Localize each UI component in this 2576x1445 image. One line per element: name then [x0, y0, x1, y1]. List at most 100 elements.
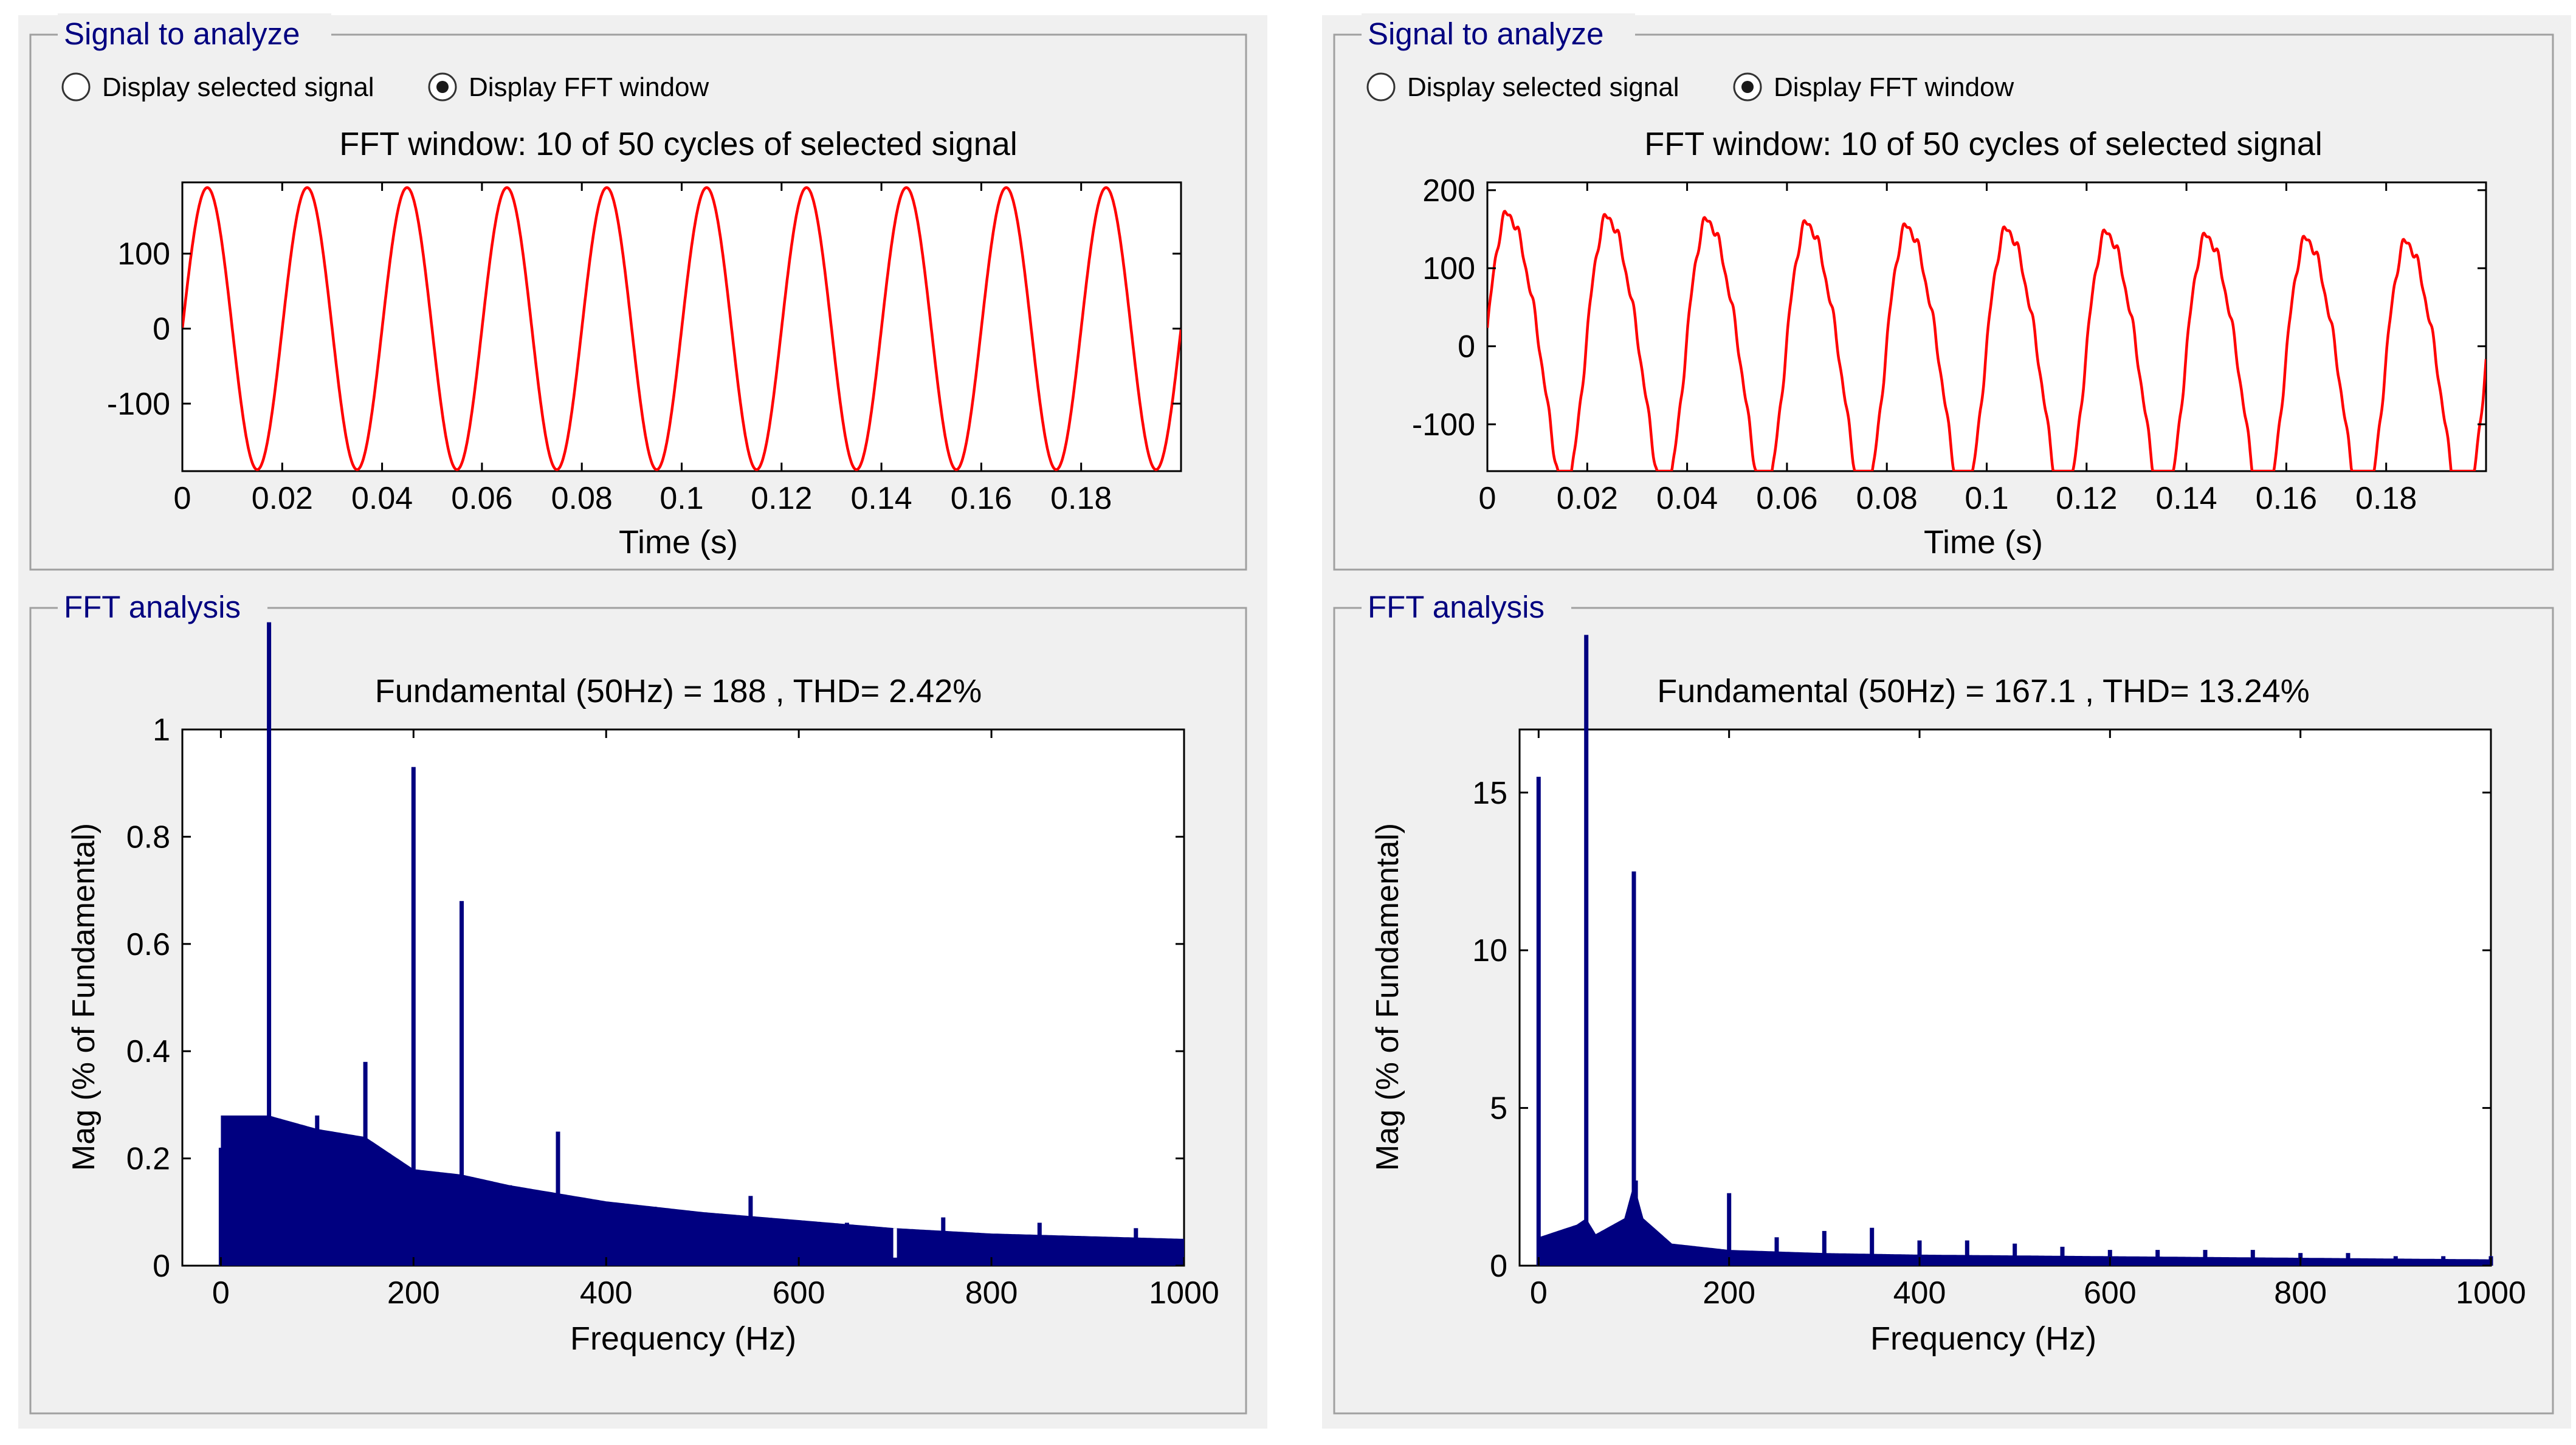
fft-spectral-bar [2060, 1246, 2065, 1266]
fft-spectral-bar [1633, 1180, 1638, 1266]
fft-gap-mark [893, 1228, 897, 1258]
x-tick-label: 0 [1479, 481, 1496, 516]
y-tick-label: 0 [1490, 1249, 1507, 1284]
fft-spectral-bar [2013, 1243, 2017, 1266]
y-tick-label: 0.4 [126, 1034, 170, 1069]
fft-spectral-bar [652, 1207, 656, 1266]
y-tick-label: -100 [1412, 407, 1475, 443]
right-signal-plot: FFT window: 10 of 50 cycles of selected … [1412, 126, 2487, 560]
y-tick-label: 0.2 [126, 1142, 170, 1177]
left-radio-display-selected-signal[interactable]: Display selected signal [61, 72, 374, 102]
x-tick-label: 200 [387, 1275, 440, 1311]
left-radio-fft-window-label: Display FFT window [469, 72, 709, 102]
left-signal-xlabel: Time (s) [619, 524, 738, 560]
fft-spectral-bar [2250, 1250, 2255, 1266]
x-tick-label: 1000 [1149, 1275, 1219, 1311]
y-tick-label: -100 [107, 387, 170, 422]
fft-spectral-bar [1134, 1228, 1138, 1266]
y-tick-label: 100 [1422, 251, 1475, 286]
x-tick-label: 0.14 [850, 481, 912, 516]
left-radio-selected-signal-circle[interactable] [61, 72, 91, 102]
x-tick-label: 800 [965, 1275, 1018, 1311]
y-tick-label: 5 [1490, 1091, 1507, 1126]
right-fft-frame-border [1333, 607, 2554, 1415]
y-tick-label: 100 [117, 236, 170, 272]
x-tick-label: 0 [1530, 1275, 1548, 1311]
fft-spectral-bar [1774, 1237, 1779, 1266]
right-radio-selected-signal-label: Display selected signal [1407, 72, 1679, 102]
left-fft-ylabel: Mag (% of Fundamental) [66, 823, 102, 1171]
right-radio-fft-window-dot [1741, 81, 1754, 93]
right-fft-xlabel: Frequency (Hz) [1870, 1320, 2096, 1357]
fft-spectral-bar [1917, 1240, 1922, 1266]
fft-spectral-bar [2441, 1256, 2446, 1266]
x-tick-label: 200 [1703, 1275, 1755, 1311]
x-tick-label: 0.18 [1050, 481, 1112, 516]
x-tick-label: 0.16 [2256, 481, 2317, 516]
x-tick-label: 0.06 [1756, 481, 1817, 516]
x-tick-label: 0.1 [1965, 481, 2008, 516]
x-tick-label: 0.04 [351, 481, 413, 516]
fft-spectral-bar [1822, 1230, 1827, 1266]
right-fft-plot-title: Fundamental (50Hz) = 167.1 , THD= 13.24% [1657, 673, 2310, 709]
left-radio-selected-signal-label: Display selected signal [102, 72, 374, 102]
x-tick-label: 0.08 [551, 481, 613, 516]
y-tick-label: 0 [1458, 329, 1475, 365]
fft-spectral-bar [363, 1061, 368, 1266]
x-tick-label: 0.18 [2355, 481, 2417, 516]
fft-spectral-bar [2203, 1250, 2208, 1266]
x-tick-label: 0.14 [2155, 481, 2217, 516]
x-tick-label: 800 [2274, 1275, 2327, 1311]
left-fft-frame-title-bg [58, 587, 267, 623]
left-fft-xlabel: Frequency (Hz) [570, 1320, 796, 1357]
x-tick-label: 0 [212, 1275, 230, 1311]
fft-spectral-bar [1965, 1240, 1969, 1266]
right-signal-frame: Signal to analyze Display selected signa… [1333, 13, 2554, 571]
x-tick-label: 0.12 [751, 481, 812, 516]
right-signal-axes-box [1486, 181, 2487, 472]
x-tick-label: 400 [580, 1275, 633, 1311]
left-signal-frame-title-bg [58, 13, 331, 50]
x-tick-label: 400 [1893, 1275, 1946, 1311]
y-tick-label: 0 [153, 312, 170, 347]
left-fft-plot-title: Fundamental (50Hz) = 188 , THD= 2.42% [375, 673, 982, 709]
y-tick-label: 0 [153, 1249, 170, 1284]
fft-spectral-bar [748, 1196, 753, 1266]
x-tick-label: 0.02 [252, 481, 313, 516]
fft-spectral-bar [1037, 1223, 1042, 1266]
right-fft-frame-title-bg [1362, 587, 1571, 623]
y-tick-label: 10 [1472, 933, 1507, 968]
fft-spectral-bar [2346, 1253, 2350, 1266]
fft-spectral-bar [411, 767, 416, 1266]
right-signal-plot-title: FFT window: 10 of 50 cycles of selected … [1644, 126, 2323, 162]
y-tick-label: 15 [1472, 776, 1507, 811]
y-tick-label: 200 [1422, 173, 1475, 209]
x-tick-label: 0.08 [1856, 481, 1918, 516]
left-radio-display-fft-window[interactable]: Display FFT window [428, 72, 709, 102]
left-signal-frame: Signal to analyze Display selected signa… [29, 13, 1247, 571]
fft-spectral-bar [1536, 776, 1541, 1266]
right-fft-frame-title: FFT analysis [1368, 590, 1545, 624]
fft-spectral-bar [556, 1131, 560, 1266]
y-tick-label: 1 [153, 712, 170, 748]
right-fft-plot: Fundamental (50Hz) = 167.1 , THD= 13.24%… [1370, 635, 2526, 1357]
fft-spectral-bar [315, 1116, 320, 1266]
left-fft-frame-title: FFT analysis [64, 590, 241, 624]
right-radio-selected-signal-circle[interactable] [1366, 72, 1396, 102]
x-tick-label: 0.02 [1557, 481, 1618, 516]
y-tick-label: 0.8 [126, 819, 170, 855]
right-radio-display-selected-signal[interactable]: Display selected signal [1366, 72, 1679, 102]
left-fft-plot: Fundamental (50Hz) = 188 , THD= 2.42% Fr… [66, 622, 1219, 1357]
fft-spectral-bar [267, 622, 272, 1266]
x-tick-label: 0 [174, 481, 191, 516]
left-fft-frame: FFT analysis Fundamental (50Hz) = 188 , … [29, 587, 1247, 1415]
right-radio-display-fft-window[interactable]: Display FFT window [1733, 72, 2014, 102]
fft-spectral-bar [2393, 1256, 2398, 1266]
x-tick-label: 600 [773, 1275, 825, 1311]
left-signal-frame-border [29, 33, 1247, 571]
signal-waveform-line [1487, 209, 2486, 471]
right-signal-frame-title-bg [1362, 13, 1635, 50]
fft-spectral-bar [1631, 871, 1636, 1266]
